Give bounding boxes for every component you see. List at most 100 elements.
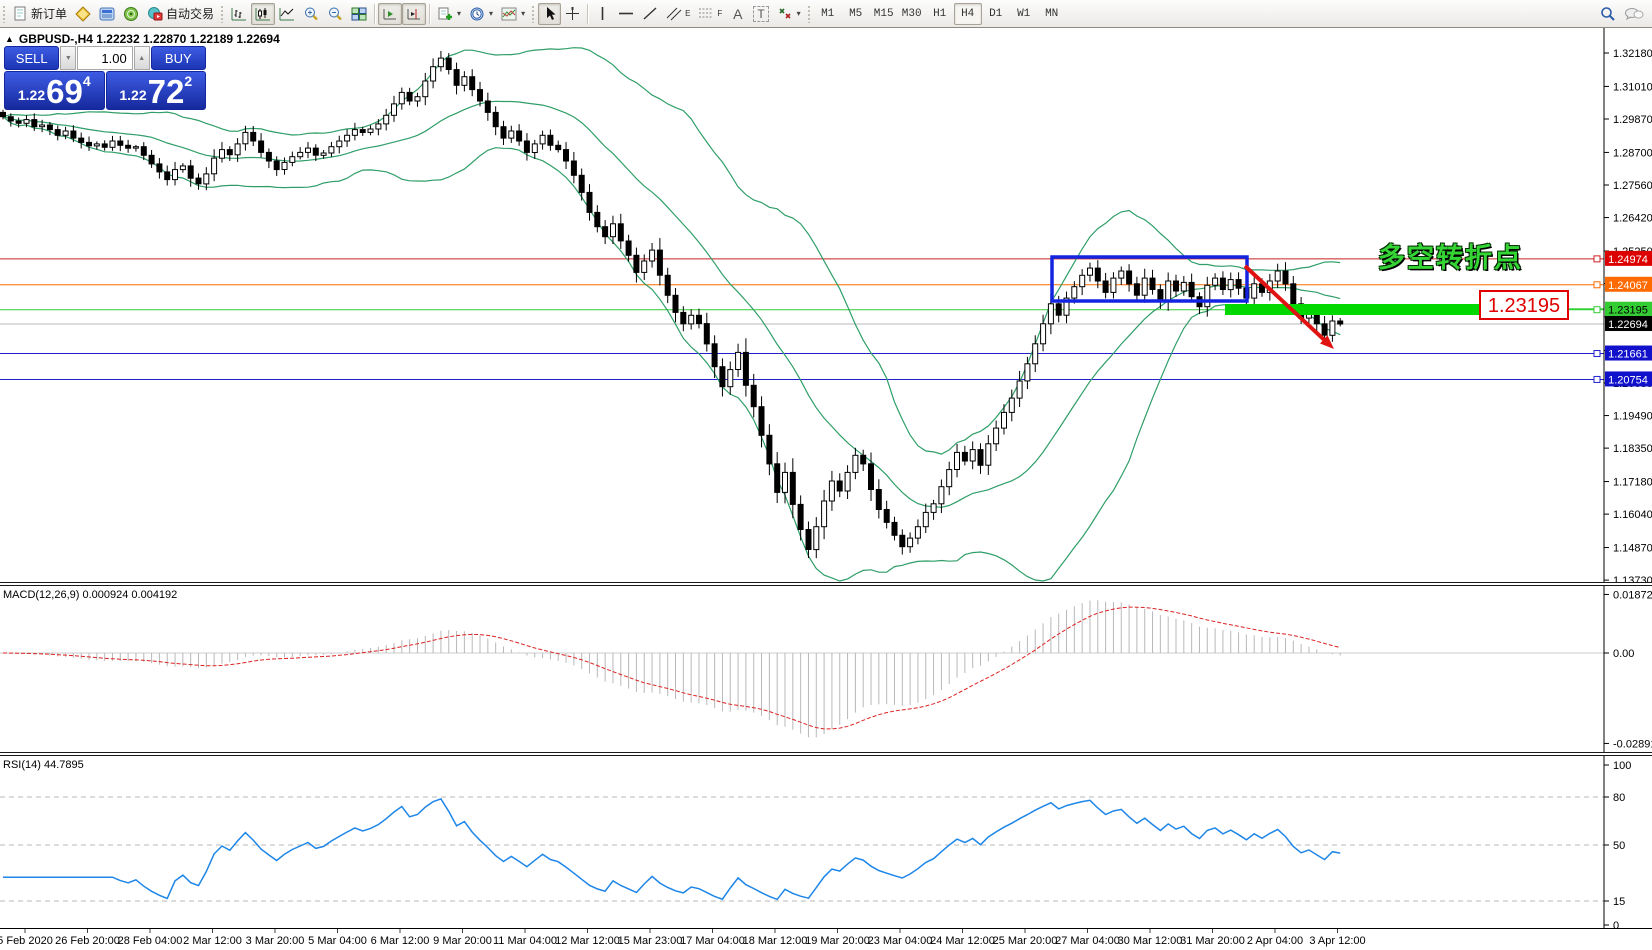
timeframe-d1-button[interactable]: D1 [989,7,1003,20]
search-icon [1601,6,1615,21]
horizontal-line-icon [619,12,634,15]
volume-input[interactable]: 1.00 [77,46,133,70]
svg-text:1.13730: 1.13730 [1613,575,1652,582]
buy-price-display[interactable]: 1.22 72 2 [105,71,206,110]
timeframe-mn-button[interactable]: MN [1045,7,1059,20]
auto-scroll-icon [383,8,397,19]
svg-text:27 Mar 04:00: 27 Mar 04:00 [1055,935,1120,947]
buy-price-main: 72 [147,73,185,110]
svg-text:19 Mar 20:00: 19 Mar 20:00 [805,935,870,947]
svg-text:1.20754: 1.20754 [1608,374,1648,386]
svg-text:1.17180: 1.17180 [1613,477,1652,489]
toolbar-separator [429,3,431,24]
volume-decrease-button[interactable]: ▼ [60,46,77,70]
auto-scroll-button[interactable] [378,2,403,25]
fibonacci-tool-button[interactable]: F [694,3,726,25]
toolbar-drag-handle[interactable] [531,4,537,23]
new-order-button[interactable]: 新订单 [9,3,71,25]
periods-button[interactable]: ▾ [465,3,497,25]
sell-price-prefix: 1.22 [17,87,46,103]
svg-text:1.27560: 1.27560 [1613,180,1652,192]
trendline-tool-button[interactable] [638,3,662,25]
toolbar-drag-handle[interactable] [2,4,7,23]
sell-price-main: 69 [46,73,83,110]
time-axis[interactable]: 5 Feb 2020 26 Feb 20:00 28 Feb 04:00 2 Mar … [0,928,1652,950]
vertical-line-icon [601,7,604,20]
timeframe-h1-button[interactable]: H1 [933,7,947,20]
new-chart-icon [438,7,453,20]
bar-chart-type-button[interactable] [227,3,251,25]
text-label-tool-button[interactable]: T [749,3,772,25]
autotrading-button[interactable]: 自动交易 [143,3,218,25]
zoom-in-button[interactable] [299,3,323,25]
svg-text:100: 100 [1613,760,1631,772]
svg-text:3 Mar 20:00: 3 Mar 20:00 [246,935,305,947]
text-tool-icon: A [733,5,743,22]
buy-button[interactable]: BUY [150,46,206,70]
vertical-line-tool-button[interactable] [591,3,614,25]
macd-panel: 0.018721 0.00 -0.028913 MACD(12,26,9) 0.00… [0,586,1652,752]
navigator-button[interactable] [119,3,143,25]
crosshair-tool-button[interactable] [561,3,584,25]
turning-point-annotation[interactable]: 多空转折点 [1378,243,1523,273]
timeframe-h4-button[interactable]: H4 [953,2,982,25]
text-label-icon: T [753,5,769,22]
svg-text:1.16040: 1.16040 [1613,509,1652,521]
svg-text:50: 50 [1613,840,1625,852]
tile-windows-icon [351,7,367,20]
dropdown-arrow-icon: ▾ [489,9,494,18]
indicators-button[interactable]: ▾ [497,3,529,25]
svg-text:0: 0 [1613,920,1619,928]
panel-divider[interactable] [0,752,1652,756]
svg-text:-0.028913: -0.028913 [1613,738,1652,750]
toolbar-drag-handle[interactable] [806,4,812,23]
timeframe-m15-button[interactable]: M15 [873,7,894,20]
chart-shift-button[interactable] [402,2,427,25]
toolbar-separator [587,3,589,24]
fibonacci-icon [699,8,714,18]
one-click-trading-panel: SELL ▼ 1.00 ▲ BUY 1.22 69 4 1.22 72 2 [4,46,206,110]
text-tool-button[interactable]: A [726,3,749,25]
chat-bubbles-icon [1625,7,1644,20]
svg-text:5 Feb 2020: 5 Feb 2020 [0,935,53,947]
timeframe-w1-button[interactable]: W1 [1017,7,1031,20]
timeframe-m30-button[interactable]: M30 [901,7,922,20]
zoom-out-button[interactable] [323,3,347,25]
panel-divider[interactable] [0,582,1652,586]
arrows-tool-button[interactable]: ▾ [773,3,805,25]
channel-tool-button[interactable]: E [662,3,694,25]
horizontal-line-tool-button[interactable] [614,3,638,25]
svg-text:9 Mar 20:00: 9 Mar 20:00 [433,935,492,947]
arrow-objects-icon [779,8,791,19]
crosshair-icon [566,7,580,20]
rsi-label: RSI(14) 44.7895 [3,759,84,771]
svg-text:23 Mar 04:00: 23 Mar 04:00 [868,935,933,947]
clock-icon [470,7,484,20]
macd-canvas[interactable]: 0.018721 0.00 -0.028913 [0,586,1652,752]
candlestick-icon [255,7,271,20]
toolbar-drag-handle[interactable] [220,4,226,23]
chat-button[interactable] [1620,3,1648,25]
new-order-icon [14,6,26,21]
svg-text:1.23195: 1.23195 [1488,295,1560,317]
line-chart-type-button[interactable] [275,3,299,25]
rsi-canvas[interactable]: 100 80 50 15 0 [0,756,1652,928]
new-chart-button[interactable]: ▾ [433,3,465,25]
svg-text:24 Mar 12:00: 24 Mar 12:00 [930,935,995,947]
svg-text:1.32180: 1.32180 [1613,48,1652,60]
sell-price-display[interactable]: 1.22 69 4 [4,71,105,110]
market-watch-button[interactable] [71,3,95,25]
timeframe-m5-button[interactable]: M5 [849,7,863,20]
cursor-tool-button[interactable] [538,2,562,25]
price-chart-canvas[interactable]: 1.23195 1.32180 1.31010 1.29870 1.28700 1.275… [0,28,1652,582]
timeframe-m1-button[interactable]: M1 [821,7,835,20]
data-window-button[interactable] [95,3,119,25]
svg-text:25 Mar 20:00: 25 Mar 20:00 [993,935,1058,947]
search-button[interactable] [1596,3,1620,25]
tile-windows-button[interactable] [347,3,371,25]
volume-increase-button[interactable]: ▲ [133,46,150,70]
candlestick-chart-type-button[interactable] [251,2,276,25]
svg-text:1.14870: 1.14870 [1613,543,1652,555]
svg-text:5 Mar 04:00: 5 Mar 04:00 [308,935,367,947]
sell-button[interactable]: SELL [4,46,60,70]
